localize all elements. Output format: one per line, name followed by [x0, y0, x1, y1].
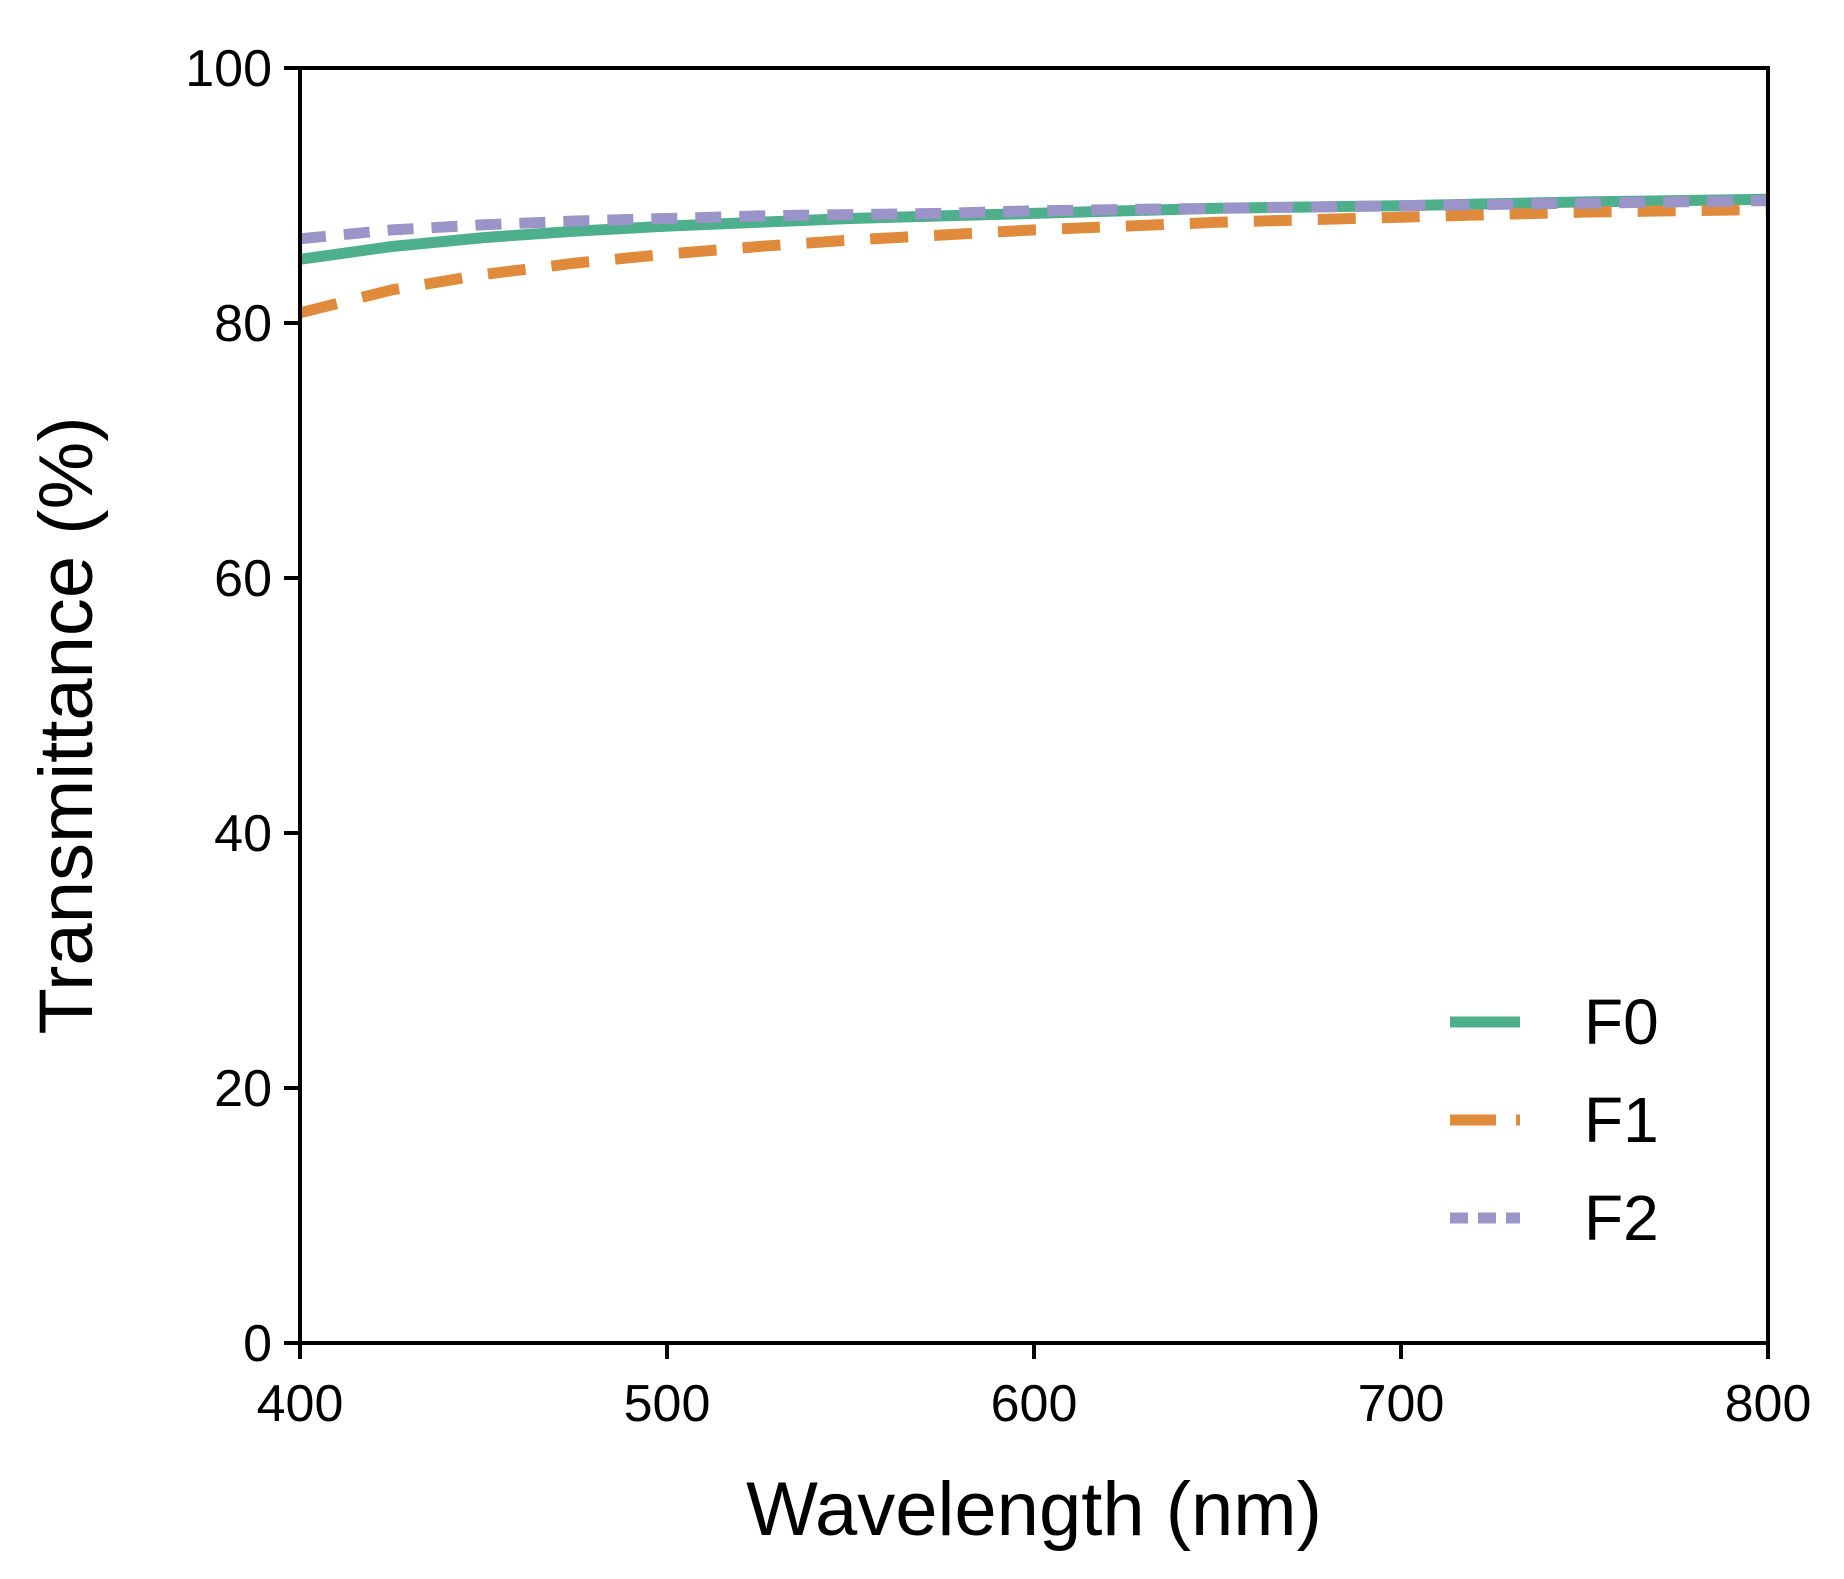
- x-tick-label: 800: [1725, 1375, 1812, 1433]
- series-lines: [298, 193, 1769, 319]
- y-tick-label: 20: [214, 1060, 272, 1118]
- series-line-f1: [298, 204, 1769, 319]
- x-tick-label: 500: [624, 1375, 711, 1433]
- legend-label-f2: F2: [1584, 1182, 1659, 1254]
- plot-frame: [298, 66, 1770, 1345]
- series-line-f2: [299, 195, 1769, 245]
- x-tick-label: 700: [1358, 1375, 1445, 1433]
- legend: F0 F1 F2: [1450, 986, 1659, 1254]
- x-axis: 400 500 600 700 800: [257, 1343, 1812, 1433]
- y-axis: 0 20 40 60 80 100: [185, 40, 300, 1373]
- y-axis-title: Transmittance (%): [24, 417, 109, 1035]
- legend-label-f1: F1: [1584, 1084, 1659, 1156]
- y-tick-label: 60: [214, 550, 272, 608]
- y-tick-label: 80: [214, 295, 272, 353]
- y-tick-label: 100: [185, 40, 272, 98]
- x-tick-label: 600: [991, 1375, 1078, 1433]
- y-tick-label: 0: [243, 1315, 272, 1373]
- legend-label-f0: F0: [1584, 986, 1659, 1058]
- y-tick-label: 40: [214, 805, 272, 863]
- x-tick-label: 400: [257, 1375, 344, 1433]
- x-axis-title: Wavelength (nm): [746, 1467, 1322, 1552]
- series-line-f0: [299, 193, 1769, 265]
